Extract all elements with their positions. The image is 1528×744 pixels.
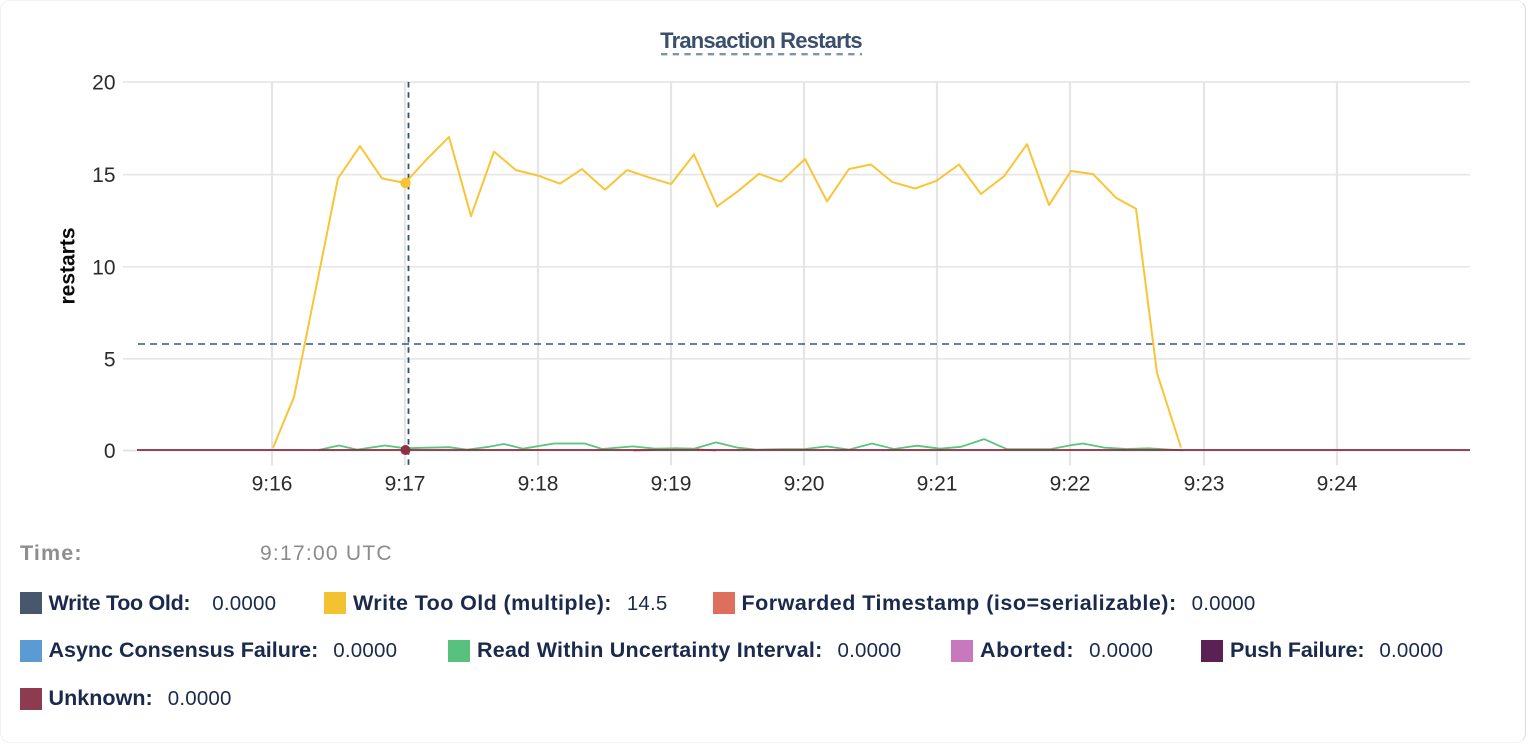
svg-text:9:16: 9:16 xyxy=(252,472,293,495)
svg-text:15: 15 xyxy=(92,164,115,187)
svg-text:9:19: 9:19 xyxy=(651,472,692,495)
svg-text:9:17: 9:17 xyxy=(385,472,426,495)
svg-text:20: 20 xyxy=(92,72,115,95)
svg-text:9:24: 9:24 xyxy=(1317,472,1358,495)
svg-text:9:18: 9:18 xyxy=(518,472,559,495)
svg-text:0: 0 xyxy=(104,440,116,463)
svg-text:9:23: 9:23 xyxy=(1184,472,1225,495)
svg-text:9:20: 9:20 xyxy=(784,472,825,495)
svg-text:9:22: 9:22 xyxy=(1050,472,1091,495)
svg-text:9:21: 9:21 xyxy=(917,472,958,495)
svg-text:5: 5 xyxy=(104,349,116,372)
svg-text:restarts: restarts xyxy=(57,227,80,304)
svg-text:10: 10 xyxy=(92,256,115,279)
